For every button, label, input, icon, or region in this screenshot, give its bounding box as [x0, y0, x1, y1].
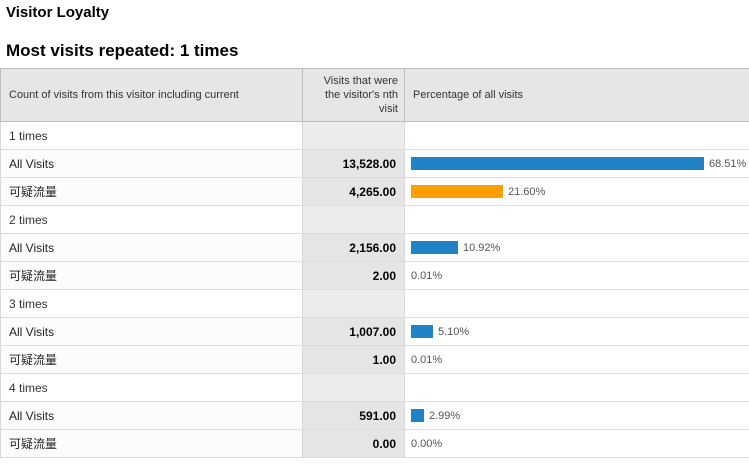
segment-label: 可疑流量	[0, 261, 303, 290]
percent-bar	[411, 241, 458, 254]
group-percentage-cell	[404, 373, 749, 402]
group-label: 1 times	[0, 121, 303, 150]
header-count-of-visits: Count of visits from this visitor includ…	[0, 68, 303, 122]
visits-value: 1.00	[302, 345, 405, 374]
visits-value: 2,156.00	[302, 233, 405, 262]
segment-row: All Visits 591.00 2.99%	[0, 401, 749, 430]
group-nth-visit-cell	[302, 121, 405, 150]
loyalty-table: Count of visits from this visitor includ…	[0, 68, 749, 458]
percent-bar	[411, 325, 433, 338]
percent-bar-wrap: 2.99%	[411, 403, 748, 428]
table-header-row: Count of visits from this visitor includ…	[0, 68, 749, 122]
percent-bar-wrap: 0.00%	[411, 431, 748, 456]
visits-value: 4,265.00	[302, 177, 405, 206]
percent-label: 5.10%	[438, 325, 470, 338]
percent-label: 0.00%	[411, 437, 443, 450]
percentage-cell: 5.10%	[404, 317, 749, 346]
group-row: 1 times	[0, 121, 749, 150]
percent-bar	[411, 157, 704, 170]
percent-label: 0.01%	[411, 353, 443, 366]
percentage-cell: 21.60%	[404, 177, 749, 206]
segment-row: All Visits 13,528.00 68.51%	[0, 149, 749, 178]
percent-label: 2.99%	[429, 409, 461, 422]
loyalty-table-body: 1 times All Visits 13,528.00 68.51% 可疑流量 4,26…	[0, 121, 749, 458]
group-label: 2 times	[0, 205, 303, 234]
segment-label: 可疑流量	[0, 177, 303, 206]
percent-bar-wrap: 0.01%	[411, 347, 748, 372]
percent-bar-wrap: 21.60%	[411, 179, 748, 204]
segment-row: 可疑流量 1.00 0.01%	[0, 345, 749, 374]
segment-row: 可疑流量 4,265.00 21.60%	[0, 177, 749, 206]
percent-bar-wrap: 68.51%	[411, 151, 748, 176]
percent-label: 0.01%	[411, 269, 443, 282]
percent-label: 10.92%	[463, 241, 501, 254]
visits-value: 2.00	[302, 261, 405, 290]
percent-bar	[411, 409, 424, 422]
group-row: 3 times	[0, 289, 749, 318]
group-percentage-cell	[404, 289, 749, 318]
group-nth-visit-cell	[302, 205, 405, 234]
group-percentage-cell	[404, 205, 749, 234]
report-subtitle: Most visits repeated: 1 times	[6, 41, 239, 60]
segment-row: All Visits 2,156.00 10.92%	[0, 233, 749, 262]
percentage-cell: 68.51%	[404, 149, 749, 178]
segment-row: 可疑流量 2.00 0.01%	[0, 261, 749, 290]
percent-label: 21.60%	[508, 185, 546, 198]
segment-row: 可疑流量 0.00 0.00%	[0, 429, 749, 458]
page-title: Visitor Loyalty	[6, 4, 110, 21]
group-nth-visit-cell	[302, 289, 405, 318]
visits-value: 591.00	[302, 401, 405, 430]
percent-bar-wrap: 0.01%	[411, 263, 748, 288]
percent-bar	[411, 185, 503, 198]
group-label: 4 times	[0, 373, 303, 402]
percent-label: 68.51%	[709, 157, 747, 170]
percentage-cell: 2.99%	[404, 401, 749, 430]
group-percentage-cell	[404, 121, 749, 150]
segment-row: All Visits 1,007.00 5.10%	[0, 317, 749, 346]
group-row: 2 times	[0, 205, 749, 234]
percentage-cell: 0.01%	[404, 345, 749, 374]
segment-label: All Visits	[0, 233, 303, 262]
group-nth-visit-cell	[302, 373, 405, 402]
segment-label: 可疑流量	[0, 345, 303, 374]
percentage-cell: 0.00%	[404, 429, 749, 458]
percent-bar-wrap: 5.10%	[411, 319, 748, 344]
visitor-loyalty-report: Visitor Loyalty Most visits repeated: 1 …	[0, 4, 749, 458]
segment-label: 可疑流量	[0, 429, 303, 458]
segment-label: All Visits	[0, 149, 303, 178]
header-nth-visit: Visits that were the visitor's nth visit	[302, 68, 405, 122]
group-row: 4 times	[0, 373, 749, 402]
visits-value: 0.00	[302, 429, 405, 458]
visits-value: 1,007.00	[302, 317, 405, 346]
percent-bar-wrap: 10.92%	[411, 235, 748, 260]
group-label: 3 times	[0, 289, 303, 318]
header-percentage-of-visits: Percentage of all visits	[404, 68, 749, 122]
percentage-cell: 10.92%	[404, 233, 749, 262]
segment-label: All Visits	[0, 401, 303, 430]
segment-label: All Visits	[0, 317, 303, 346]
visits-value: 13,528.00	[302, 149, 405, 178]
percentage-cell: 0.01%	[404, 261, 749, 290]
